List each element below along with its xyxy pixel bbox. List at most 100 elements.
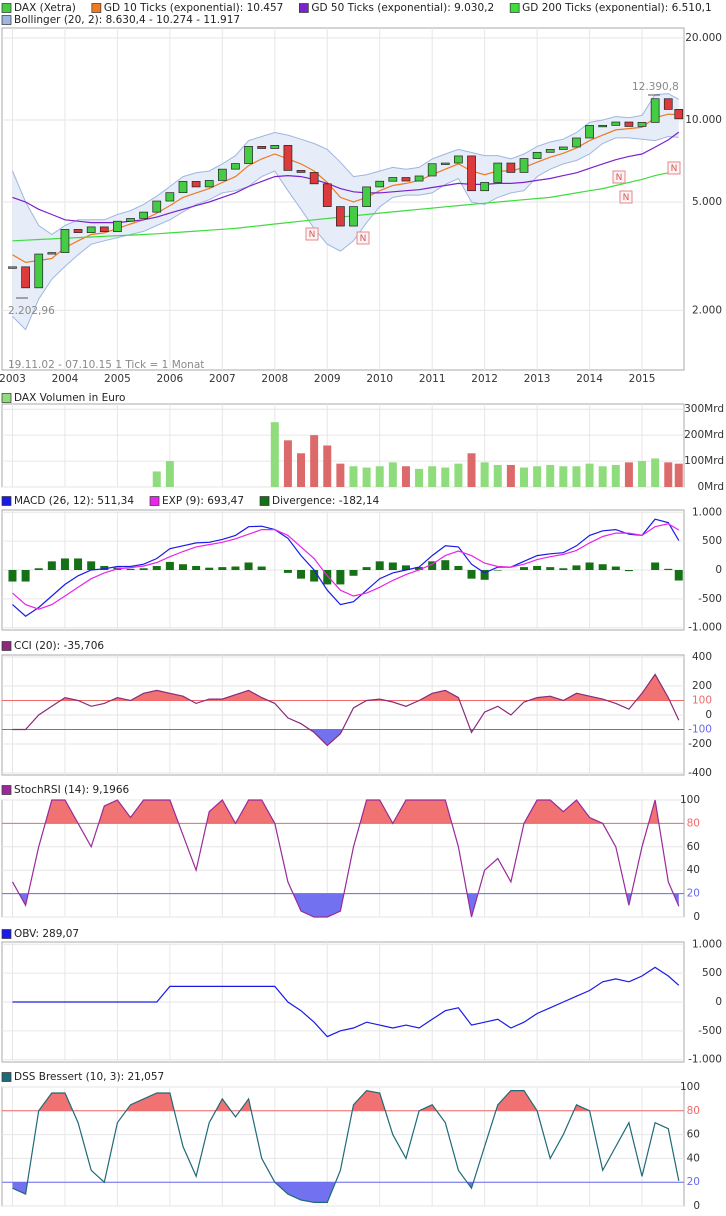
divergence-bar [297, 570, 306, 579]
x-tick-label: 2009 [314, 373, 341, 385]
volume-bar [454, 463, 463, 487]
divergence-bar [624, 570, 633, 572]
volume-bar [467, 453, 476, 487]
y-tick-label: -200 [688, 738, 712, 750]
y-tick-label: -1.000 [688, 1054, 722, 1066]
divergence-bar [441, 560, 450, 570]
legend-label: CCI (20): -35,706 [14, 640, 104, 652]
y-tick-label: -400 [688, 767, 712, 779]
candle [231, 163, 240, 170]
x-tick-label: 2015 [629, 373, 656, 385]
legend-label: OBV: 289,07 [14, 928, 79, 940]
candle [572, 137, 581, 148]
legend-swatch [1, 929, 12, 939]
volume-bar [506, 464, 515, 487]
candle [165, 192, 175, 202]
divergence-bar [559, 568, 568, 570]
divergence-bar [349, 570, 358, 576]
divergence-bar [546, 567, 555, 570]
x-tick-label: 2011 [419, 373, 446, 385]
volume-bar [388, 462, 397, 487]
candle [624, 121, 634, 127]
candle [388, 177, 398, 182]
legend-label: Bollinger (20, 2): 8.630,4 - 10.274 - 11… [14, 14, 240, 26]
candle [611, 121, 621, 126]
x-tick-label: 2003 [0, 373, 26, 385]
volume-bar [533, 466, 542, 487]
candle [493, 162, 503, 183]
volume-bar [572, 466, 581, 487]
y-tick-label: 60 [687, 1129, 700, 1141]
legend-swatch [509, 3, 520, 13]
bollinger-upper [12, 93, 680, 236]
y-tick-label: 100Mrd [684, 455, 724, 467]
volume-bar [585, 463, 594, 487]
candle [336, 206, 345, 227]
divergence-bar [74, 558, 83, 570]
y-tick-label: 80 [687, 817, 700, 829]
divergence-bar [519, 567, 528, 570]
divergence-bar [218, 567, 227, 570]
legend-label: DAX Volumen in Euro [14, 392, 125, 404]
candle [375, 180, 385, 188]
divergence-bar [47, 561, 56, 570]
y-tick-label: 20 [687, 888, 700, 900]
y-tick-label: 200 [692, 680, 712, 692]
candle [650, 98, 660, 123]
legend-swatch [1, 1072, 12, 1082]
divergence-bar [572, 565, 581, 570]
divergence-bar [323, 570, 332, 585]
annotation: 19.11.02 - 07.10.15 1 Tick = 1 Monat [8, 359, 204, 371]
volume-bar [638, 461, 647, 487]
candle [637, 122, 647, 127]
y-tick-label: 5.000 [692, 196, 722, 208]
y-tick-label: 200Mrd [684, 429, 724, 441]
volume-bar [651, 458, 660, 487]
candle [296, 170, 306, 173]
candle [519, 158, 529, 173]
y-tick-label: 0 [715, 564, 722, 576]
y-tick-label: 300Mrd [684, 403, 724, 415]
candle [585, 125, 594, 139]
overbought-fill [45, 800, 659, 824]
divergence-bar [139, 568, 148, 570]
candle [217, 168, 227, 181]
divergence-bar [205, 567, 214, 570]
x-tick-label: 2007 [209, 373, 236, 385]
news-marker [619, 190, 633, 204]
legend-swatch [1, 393, 12, 403]
news-marker-label: N [623, 193, 630, 203]
volume-bar [559, 466, 568, 487]
candle [60, 229, 70, 253]
volume-bar [664, 462, 673, 487]
candle [532, 151, 542, 159]
indicator-line [12, 523, 680, 610]
divergence-bar [388, 562, 397, 570]
legend-label: GD 50 Ticks (exponential): 9.030,2 [311, 2, 494, 14]
y-tick-label: 40 [687, 864, 700, 876]
legend-swatch [1, 496, 12, 506]
volume-bar [152, 471, 161, 487]
candle [545, 149, 555, 153]
divergence-bar [192, 565, 201, 570]
y-tick-label: 100 [692, 695, 712, 707]
divergence-bar [283, 570, 292, 573]
y-tick-label: 20 [687, 1176, 700, 1188]
volume-bar [493, 464, 502, 487]
volume-bar [546, 464, 555, 487]
legend-swatch [1, 785, 12, 795]
legend-label: EXP (9): 693,47 [162, 495, 244, 507]
divergence-bar [336, 570, 345, 585]
y-tick-label: 60 [687, 841, 700, 853]
y-tick-label: 10.000 [685, 114, 722, 126]
volume-bar [310, 435, 319, 487]
candle [506, 162, 516, 173]
divergence-bar [585, 562, 594, 570]
divergence-bar [480, 570, 489, 580]
news-marker-label: N [671, 164, 678, 174]
divergence-bar [362, 567, 371, 570]
legend-swatch [1, 3, 12, 13]
divergence-bar [664, 568, 673, 570]
volume-bar [401, 466, 410, 487]
divergence-bar [87, 561, 96, 570]
